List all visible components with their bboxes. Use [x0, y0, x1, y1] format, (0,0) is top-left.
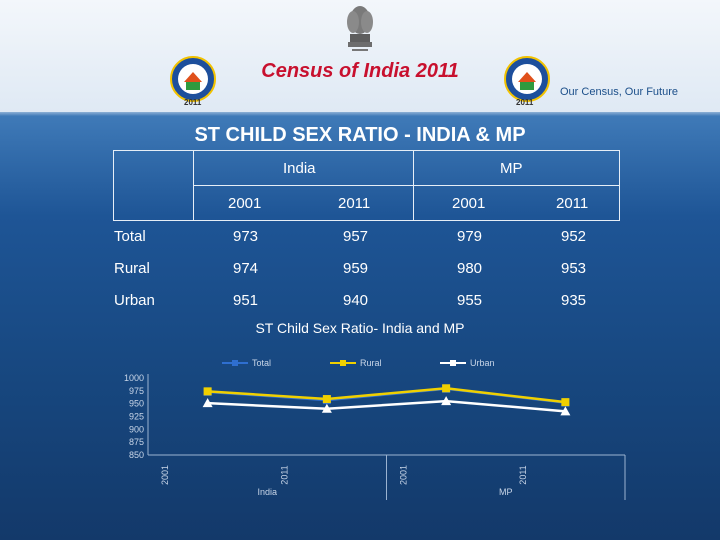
group-label: India — [257, 487, 277, 497]
legend-marker — [450, 360, 456, 366]
data-point — [560, 406, 571, 416]
data-point — [202, 398, 213, 408]
table-cell: 957 — [343, 228, 369, 245]
y-tick-label: 900 — [129, 424, 144, 434]
group-header-india: India — [283, 160, 316, 177]
national-emblem-icon — [347, 6, 373, 51]
series-line — [207, 387, 566, 404]
table-cell: 959 — [343, 260, 369, 277]
data-point — [561, 398, 570, 407]
x-tick-label: 2011 — [279, 465, 289, 484]
slide-title: ST CHILD SEX RATIO - INDIA & MP — [194, 124, 526, 146]
group-header-mp: MP — [500, 160, 523, 177]
data-point — [203, 387, 212, 396]
y-tick-label: 975 — [129, 386, 144, 396]
table-cell: 951 — [233, 292, 259, 309]
year-header: 2011 — [556, 195, 589, 212]
table-rule — [113, 220, 620, 221]
table-rule — [193, 150, 194, 220]
table-rule — [619, 150, 620, 220]
data-point — [441, 396, 452, 406]
legend-label: Total — [252, 358, 271, 368]
legend-label: Urban — [470, 358, 495, 368]
table-cell: 953 — [561, 260, 587, 277]
y-tick-label: 925 — [129, 412, 144, 422]
table-rule — [113, 150, 114, 220]
table-cell: 952 — [561, 228, 587, 245]
y-tick-label: 950 — [129, 399, 144, 409]
y-tick-label: 875 — [129, 437, 144, 447]
row-label-urban: Urban — [114, 292, 155, 309]
group-label: MP — [499, 487, 513, 497]
legend-label: Rural — [360, 358, 382, 368]
logo-year-right: 2011 — [516, 98, 534, 107]
y-tick-label: 1000 — [124, 373, 144, 383]
table-rule — [193, 185, 620, 186]
y-tick-label: 850 — [129, 450, 144, 460]
series-line — [207, 399, 566, 413]
table-cell: 935 — [561, 292, 587, 309]
year-header: 2011 — [338, 195, 371, 212]
row-label-rural: Rural — [114, 260, 150, 277]
census-title: Census of India 2011 — [261, 60, 459, 82]
data-point — [321, 403, 332, 413]
tagline: Our Census, Our Future — [560, 86, 678, 98]
legend-marker — [232, 360, 238, 366]
census-logo-right — [504, 56, 550, 102]
table-cell: 980 — [457, 260, 483, 277]
data-point — [442, 384, 451, 393]
logo-year-left: 2011 — [184, 98, 202, 107]
data-point — [322, 395, 331, 404]
chart-title: ST Child Sex Ratio- India and MP — [255, 320, 465, 336]
x-tick-label: 2001 — [160, 465, 170, 485]
table-cell: 940 — [343, 292, 369, 309]
table-cell: 979 — [457, 228, 483, 245]
legend-marker — [340, 360, 346, 366]
x-tick-label: 2001 — [399, 465, 409, 485]
row-label-total: Total — [114, 228, 146, 245]
table-cell: 955 — [457, 292, 483, 309]
table-rule — [113, 150, 620, 151]
table-cell: 974 — [233, 260, 259, 277]
table-cell: 973 — [233, 228, 259, 245]
x-tick-label: 2011 — [518, 465, 528, 484]
table-rule — [413, 150, 414, 220]
year-header: 2001 — [452, 195, 486, 212]
year-header: 2001 — [228, 195, 262, 212]
census-logo-left — [170, 56, 216, 102]
